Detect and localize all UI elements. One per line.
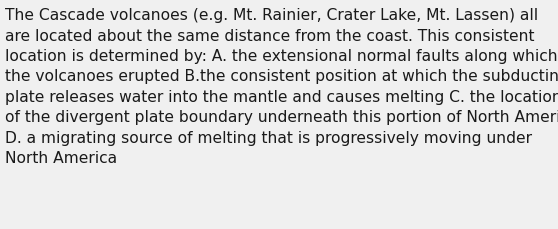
Text: The Cascade volcanoes (e.g. Mt. Rainier, Crater Lake, Mt. Lassen) all
are locate: The Cascade volcanoes (e.g. Mt. Rainier,… <box>6 8 558 165</box>
